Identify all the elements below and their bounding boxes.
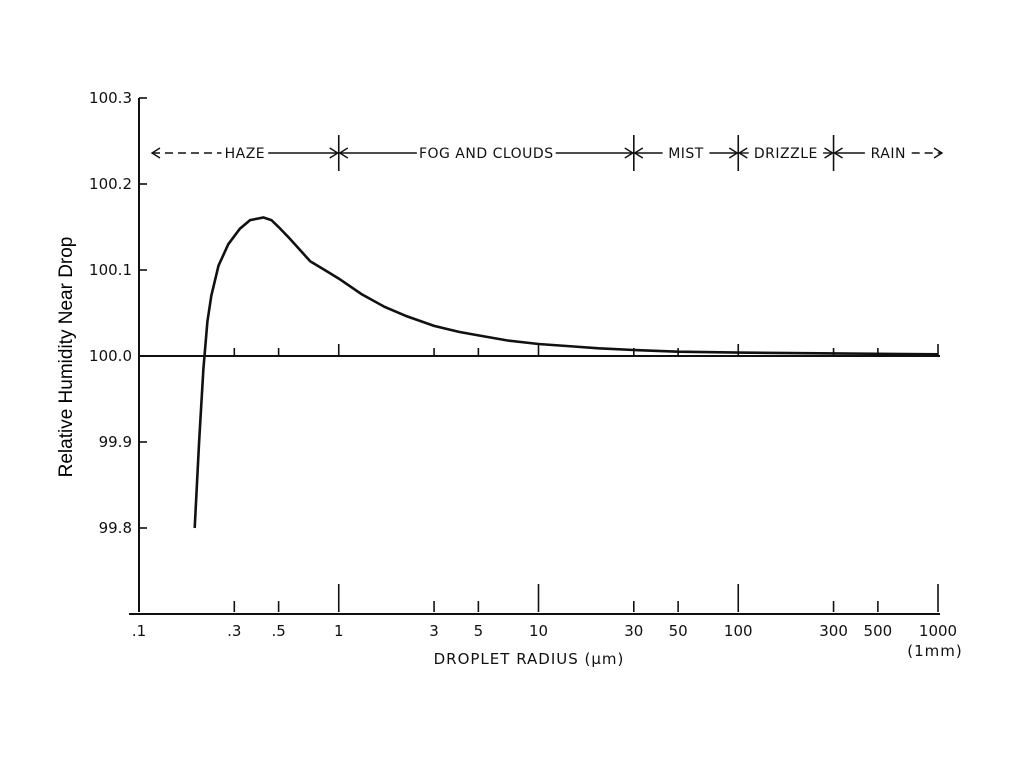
- region-label: MIST: [668, 146, 704, 162]
- x-tick-label: 5: [474, 622, 484, 640]
- region-arrowhead-left-0: [150, 147, 161, 159]
- x-tick-label: 3: [429, 622, 439, 640]
- y-tick-label: 99.9: [99, 433, 132, 451]
- y-tick-label: 100.0: [89, 347, 132, 365]
- region-arrowhead-left-1: [338, 147, 349, 159]
- region-arrowhead-right-4: [933, 147, 944, 159]
- x-tick-labels: .1 .3 .5 1 3 5 10 30 50 100 300 500 1000: [132, 622, 957, 640]
- x-tick-label: 30: [624, 622, 643, 640]
- x-tick-label: .3: [227, 622, 241, 640]
- y-tick-label: 100.1: [89, 261, 132, 279]
- x-tick-label: 500: [864, 622, 893, 640]
- y-tick-label: 100.2: [89, 175, 132, 193]
- reference-line-group: [139, 344, 940, 357]
- y-ticks: 99.8 99.9 100.0 100.1 100.2 100.3: [89, 89, 147, 537]
- y-tick-label: 99.8: [99, 519, 132, 537]
- region-label: DRIZZLE: [754, 146, 818, 162]
- region-label: FOG AND CLOUDS: [419, 146, 554, 162]
- region-arrowhead-left-2: [633, 147, 644, 159]
- x-axis-extra-label: (1mm): [907, 642, 962, 660]
- y-axis-title: Relative Humidity Near Drop: [56, 237, 77, 478]
- region-arrowhead-left-3: [737, 147, 748, 159]
- region-arrowhead-right-1: [624, 147, 635, 159]
- region-arrowhead-right-3: [824, 147, 834, 159]
- x-tick-label: .1: [132, 622, 146, 640]
- region-label: RAIN: [871, 146, 906, 162]
- region-label: HAZE: [225, 146, 266, 162]
- region-arrowhead-left-4: [833, 147, 843, 159]
- size-regions: HAZE FOG AND CLOUDS MIST DRIZZLE RAIN: [150, 135, 944, 171]
- x-tick-label: .5: [271, 622, 285, 640]
- x-ticks: [138, 584, 939, 612]
- y-tick-label: 100.3: [89, 89, 132, 107]
- x-axis-title: DROPLET RADIUS (μm): [434, 650, 625, 668]
- x-tick-label: 50: [669, 622, 688, 640]
- x-tick-label: 300: [819, 622, 848, 640]
- region-arrowhead-right-2: [728, 147, 739, 159]
- x-tick-label: 1000: [919, 622, 957, 640]
- series-curve: [193, 216, 939, 529]
- x-tick-label: 1: [334, 622, 344, 640]
- x-tick-label: 10: [529, 622, 548, 640]
- x-tick-label: 100: [724, 622, 753, 640]
- region-arrowhead-right-0: [329, 147, 340, 159]
